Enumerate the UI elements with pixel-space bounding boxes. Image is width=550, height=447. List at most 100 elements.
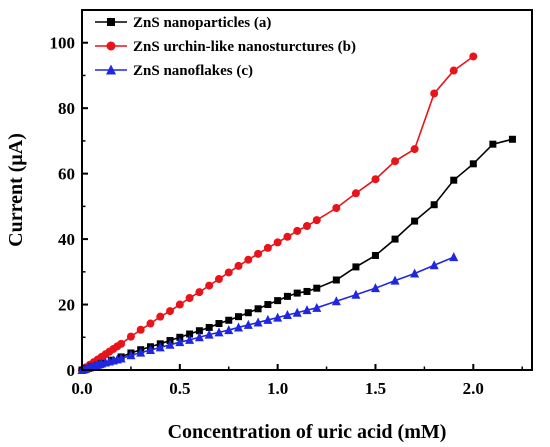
- data-point: [293, 289, 301, 297]
- data-point: [303, 287, 311, 295]
- data-point: [234, 322, 244, 332]
- data-point: [352, 263, 360, 271]
- data-point: [235, 313, 243, 321]
- legend-label-b: ZnS urchin-like nanosturctures (b): [133, 39, 356, 55]
- data-point: [214, 327, 224, 337]
- data-point: [449, 252, 459, 262]
- data-point: [145, 345, 155, 355]
- legend-entry-a: ZnS nanoparticles (a): [95, 15, 271, 31]
- data-point: [292, 307, 302, 317]
- x-tick-label: 0.5: [169, 379, 190, 398]
- data-point: [332, 204, 341, 212]
- data-point: [303, 222, 311, 230]
- y-tick-label: 0: [67, 361, 76, 380]
- data-point: [244, 255, 253, 264]
- data-point: [244, 309, 252, 317]
- data-point: [195, 327, 203, 335]
- legend-marker-shape: [107, 18, 115, 26]
- data-point: [390, 275, 400, 285]
- data-point: [186, 330, 194, 338]
- data-point: [205, 281, 214, 290]
- data-point: [370, 283, 380, 293]
- data-point: [175, 337, 185, 347]
- y-tick-label: 40: [58, 230, 75, 249]
- legend-marker-a: [107, 18, 115, 26]
- data-point: [254, 249, 263, 258]
- x-tick-label: 2.0: [463, 379, 484, 398]
- data-point: [283, 292, 291, 300]
- data-point: [234, 261, 243, 270]
- data-point: [273, 312, 283, 322]
- data-point: [165, 339, 175, 349]
- y-tick-label: 20: [58, 296, 75, 315]
- y-tick-label: 80: [58, 99, 75, 118]
- data-point: [371, 251, 379, 259]
- data-point: [224, 268, 233, 277]
- data-point: [449, 66, 458, 75]
- legend-label-c: ZnS nanoflakes (c): [133, 63, 253, 79]
- y-tick-label: 60: [58, 165, 75, 184]
- data-point: [469, 160, 477, 168]
- data-point: [312, 302, 322, 312]
- x-tick-label: 1.0: [267, 379, 288, 398]
- data-point: [351, 189, 360, 198]
- data-point: [450, 176, 458, 184]
- legend-entry-b: ZnS urchin-like nanosturctures (b): [95, 39, 356, 55]
- data-point: [156, 312, 165, 321]
- data-point: [126, 350, 136, 360]
- data-point: [263, 314, 273, 324]
- data-point: [293, 226, 302, 235]
- data-point: [185, 294, 194, 302]
- x-tick-label: 1.5: [365, 379, 386, 398]
- data-point: [430, 201, 438, 209]
- data-point: [331, 296, 341, 306]
- data-point: [136, 347, 146, 357]
- data-point: [312, 216, 321, 225]
- legend-marker-shape: [106, 41, 116, 51]
- data-point: [146, 319, 155, 328]
- legend-marker-c: [106, 64, 116, 75]
- data-point: [391, 235, 399, 243]
- data-point: [391, 157, 400, 166]
- data-point: [411, 217, 419, 225]
- x-tick-label: 0.0: [71, 379, 92, 398]
- data-point: [126, 332, 135, 341]
- data-point: [429, 260, 439, 270]
- data-point: [225, 316, 233, 324]
- data-point: [205, 323, 213, 331]
- data-point: [194, 332, 204, 342]
- data-point: [410, 268, 420, 278]
- data-point: [243, 319, 253, 329]
- legend-marker-b: [106, 41, 116, 51]
- data-point: [264, 301, 272, 309]
- data-point: [508, 135, 516, 143]
- data-point: [282, 310, 292, 320]
- data-point: [302, 305, 312, 315]
- data-point: [166, 307, 175, 316]
- data-point: [136, 325, 145, 334]
- data-point: [273, 238, 282, 247]
- y-tick-label: 100: [50, 34, 76, 53]
- data-point: [313, 284, 321, 292]
- data-point: [469, 52, 478, 61]
- data-point: [430, 89, 439, 98]
- data-point: [175, 300, 184, 309]
- data-point: [410, 145, 419, 154]
- data-point: [155, 342, 165, 352]
- data-point: [263, 243, 272, 252]
- data-point: [351, 289, 361, 299]
- data-point: [204, 329, 214, 339]
- data-point: [253, 317, 263, 327]
- data-point: [371, 175, 380, 184]
- legend: ZnS nanoparticles (a) ZnS urchin-like na…: [95, 15, 356, 79]
- legend-marker-shape: [106, 64, 116, 75]
- ticks-layer: 0.0 0.5 1.0 1.5 2.0 0 20 40 60 80 100: [50, 34, 523, 398]
- data-point: [215, 320, 223, 328]
- plot-frame: [81, 9, 533, 371]
- data-point: [185, 334, 195, 344]
- y-axis-title: Current (μA): [5, 133, 27, 247]
- data-point: [116, 353, 126, 363]
- legend-entry-c: ZnS nanoflakes (c): [95, 63, 253, 79]
